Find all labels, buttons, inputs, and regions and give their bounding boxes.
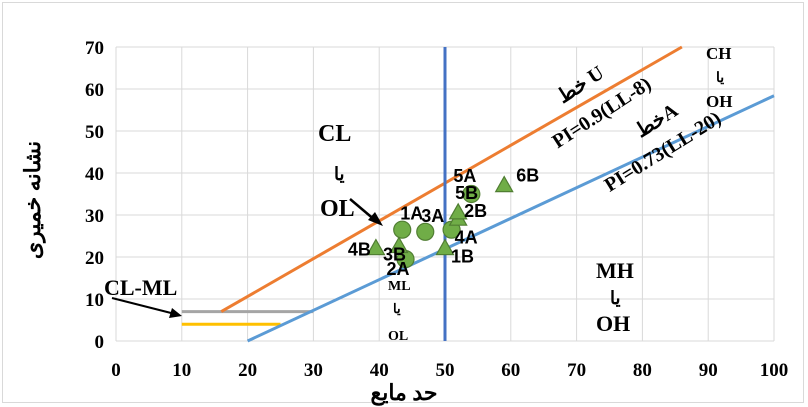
x-tick-label: 70 xyxy=(567,360,586,381)
point-label-5a: 5A xyxy=(453,166,476,186)
point-label-3b: 3B xyxy=(383,245,406,265)
data-points: 1A 2A 3A 4A 5A 1B 2B 3B 4B 5B 6B xyxy=(348,166,539,280)
point-label-2a: 2A xyxy=(387,259,410,279)
u-line xyxy=(220,45,683,313)
point-6b xyxy=(494,175,514,193)
y-tick-label: 0 xyxy=(95,332,105,353)
y-tick-label: 40 xyxy=(85,164,104,185)
point-label-4b: 4B xyxy=(348,240,371,260)
x-tick-label: 100 xyxy=(760,360,789,381)
zone-mh-label: MH xyxy=(596,258,634,283)
point-3a xyxy=(416,222,435,241)
zone-ch-label: CH xyxy=(706,44,732,63)
x-tick-label: 20 xyxy=(238,360,257,381)
zone-oh-bottom-label: OH xyxy=(596,311,630,336)
x-axis-title: حد مایع xyxy=(371,380,438,406)
zone-ol-small-label: OL xyxy=(388,329,408,344)
zone-ol-label: OL xyxy=(320,196,355,222)
zone-cl-ml-label: CL-ML xyxy=(104,275,177,300)
a-line xyxy=(246,94,775,343)
point-label-5b: 5B xyxy=(455,183,478,203)
point-5a xyxy=(462,184,481,204)
y-tick-label: 20 xyxy=(85,248,104,269)
zone-ml-or-label: یا xyxy=(393,301,401,316)
x-tick-label: 50 xyxy=(436,360,455,381)
tick-labels: 0 10 20 30 40 50 60 70 80 90 100 0 10 20 30 40 50 60 70 xyxy=(85,38,788,381)
x-tick-label: 80 xyxy=(633,360,652,381)
y-tick-label: 60 xyxy=(85,80,104,101)
point-3b xyxy=(389,236,409,254)
x-tick-label: 60 xyxy=(501,360,520,381)
point-label-1b: 1B xyxy=(451,247,474,267)
reference-lines xyxy=(111,45,775,343)
y-tick-label: 70 xyxy=(85,38,104,59)
annotations: خط U PI=0.9(LL-8) خطA PI=0.73(LL-20) CL … xyxy=(20,44,732,406)
point-label-4a: 4A xyxy=(455,228,478,248)
zone-cl-or-label: یا xyxy=(334,164,345,184)
x-tick-label: 0 xyxy=(111,360,121,381)
x-tick-label: 40 xyxy=(370,360,389,381)
point-1b xyxy=(435,238,455,256)
zone-mh-or-label: یا xyxy=(610,288,621,308)
chart-frame xyxy=(2,2,804,403)
zone-ml-label: ML xyxy=(388,279,411,294)
point-label-6b: 6B xyxy=(516,166,539,186)
zone-oh-top-label: OH xyxy=(706,92,732,111)
x-tick-label: 10 xyxy=(172,360,191,381)
y-tick-label: 10 xyxy=(85,290,104,311)
point-5b xyxy=(448,202,468,220)
point-label-3a: 3A xyxy=(421,206,444,226)
y-tick-label: 30 xyxy=(85,206,104,227)
point-label-1a: 1A xyxy=(400,204,423,224)
y-tick-label: 50 xyxy=(85,122,104,143)
x-tick-label: 90 xyxy=(699,360,718,381)
zone-ch-or-label: یا xyxy=(716,71,724,86)
cl-ol-arrow-head xyxy=(368,212,383,226)
point-4b xyxy=(366,238,386,256)
point-1a xyxy=(393,220,412,239)
cl-ml-arrow xyxy=(111,297,176,315)
point-label-2b: 2B xyxy=(464,201,487,221)
x-tick-label: 30 xyxy=(304,360,323,381)
y-axis-title: نشانه خمیری xyxy=(20,141,46,259)
zone-cl-label: CL xyxy=(318,121,351,147)
cl-ml-arrow-head xyxy=(169,308,182,318)
